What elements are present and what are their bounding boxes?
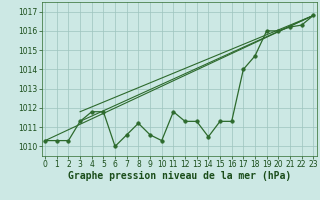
X-axis label: Graphe pression niveau de la mer (hPa): Graphe pression niveau de la mer (hPa): [68, 171, 291, 181]
